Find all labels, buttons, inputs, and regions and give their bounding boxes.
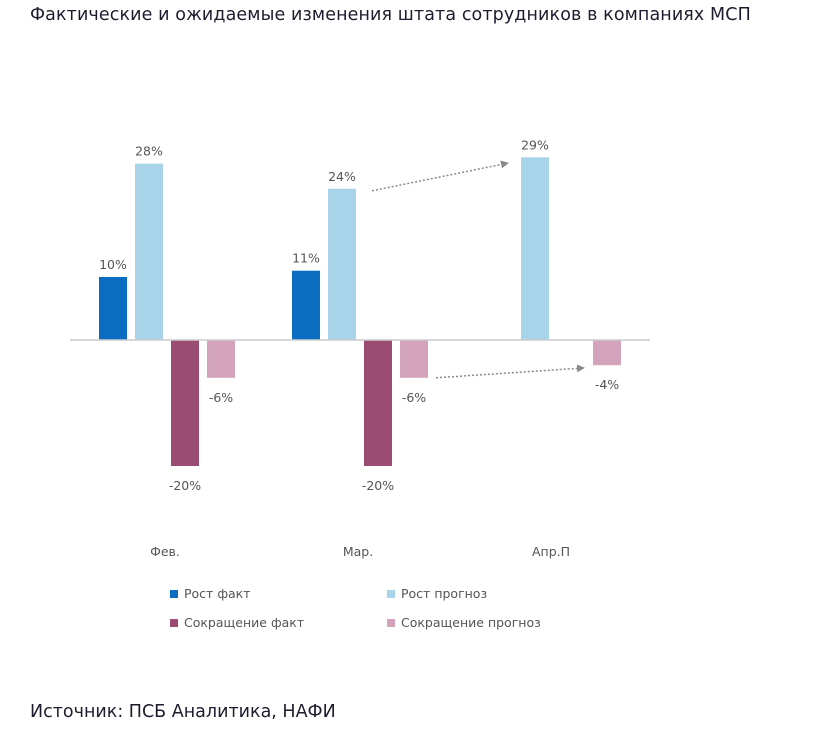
category-label: Фев.	[150, 544, 180, 559]
trend-arrow-growth	[371, 160, 509, 192]
bar-1-series-1	[99, 277, 127, 340]
trend-arrows-group	[371, 160, 585, 379]
bar-1-series-4	[207, 340, 235, 378]
bar-2-series-2	[328, 188, 356, 340]
trend-arrow-cut	[435, 364, 585, 379]
data-label: -20%	[362, 478, 394, 493]
category-labels-group: Фев. Мар. Апр.П	[150, 544, 570, 559]
data-label: 29%	[521, 137, 549, 152]
data-label: -6%	[209, 390, 233, 405]
bar-3-series-2	[521, 157, 549, 340]
bar-1-series-3	[171, 340, 199, 466]
data-label: 24%	[328, 169, 356, 184]
data-label: 11%	[292, 251, 320, 266]
bar-2-series-3	[364, 340, 392, 466]
bar-2-series-1	[292, 270, 320, 340]
chart-title: Фактические и ожидаемые изменения штата …	[30, 5, 751, 25]
bar-2-series-4	[400, 340, 428, 378]
bars-group	[99, 157, 621, 466]
source-note: Источник: ПСБ Аналитика, НАФИ	[30, 702, 336, 722]
data-label: -20%	[169, 478, 201, 493]
bar-3-series-4	[593, 340, 621, 366]
data-label: -6%	[402, 390, 426, 405]
data-label: -4%	[595, 377, 619, 392]
data-labels-group: 10% 28% -20% -6% 11% 24% -20% -6% 29% -4%	[99, 137, 619, 493]
category-label: Апр.П	[532, 544, 570, 559]
bar-1-series-2	[135, 163, 163, 340]
data-label: 10%	[99, 257, 127, 272]
data-label: 28%	[135, 144, 163, 159]
category-label: Мар.	[343, 544, 373, 559]
